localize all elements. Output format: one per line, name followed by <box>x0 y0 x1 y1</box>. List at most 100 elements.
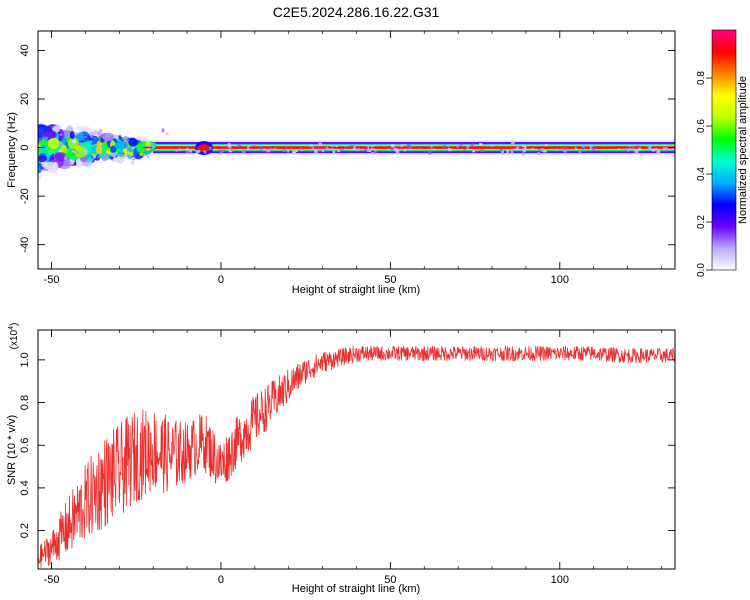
heat-speckle <box>418 148 421 151</box>
heat-speckle <box>219 149 223 154</box>
ridge-peak <box>569 146 573 149</box>
heat-speckle <box>407 144 411 148</box>
figure-title: C2E5.2024.286.16.22.G31 <box>273 4 440 20</box>
snr-y-tick-label: 0.8 <box>19 395 31 410</box>
heat-cell <box>38 140 46 146</box>
ridge-peak <box>337 146 343 149</box>
heat-speckle <box>637 147 641 151</box>
snr-multiplier: (x104) <box>8 323 20 350</box>
spectrogram-y-tick-label: 40 <box>19 44 31 56</box>
ridge-peak <box>415 146 421 149</box>
heat-speckle <box>390 146 394 151</box>
ridge-peak <box>658 146 664 149</box>
heat-speckle <box>185 150 190 153</box>
heat-cell <box>74 146 88 158</box>
heat-speckle <box>161 128 165 133</box>
snr-panel: -50 0 50 100 0.2 0.4 0.6 0.8 1.0 Height of stra… <box>6 323 676 595</box>
heat-speckle <box>324 147 329 150</box>
ridge-peak <box>248 146 254 149</box>
heat-speckle <box>472 148 476 153</box>
heat-speckle <box>241 150 246 154</box>
ridge-peak <box>420 146 425 149</box>
heat-speckle <box>537 152 541 156</box>
heat-speckle <box>544 144 548 147</box>
heat-speckle <box>321 148 325 153</box>
ridge-peak <box>591 146 598 149</box>
ridge-peak <box>554 146 561 149</box>
spectrogram-x-tick-label: 50 <box>384 274 396 286</box>
heat-speckle <box>203 150 206 153</box>
heat-speckle <box>666 147 670 150</box>
heat-speckle <box>328 147 332 151</box>
heat-speckle <box>522 148 527 152</box>
ridge-peak <box>381 146 387 149</box>
heat-cell <box>110 145 117 153</box>
heat-speckle <box>146 154 150 159</box>
heat-speckle <box>309 144 313 149</box>
heat-speckle <box>92 155 97 159</box>
ridge-peak <box>437 146 442 149</box>
ridge-peak <box>495 146 500 149</box>
ridge-peak <box>606 146 611 149</box>
heat-speckle <box>228 146 232 149</box>
heat-cell <box>47 138 60 149</box>
snr-y-tick-label: 0.6 <box>19 438 31 453</box>
ridge-peak <box>431 146 438 149</box>
heat-speckle <box>428 150 432 155</box>
heat-speckle <box>178 148 182 151</box>
snr-y-ticks: 0.2 0.4 0.6 0.8 1.0 <box>19 352 675 538</box>
heat-speckle <box>208 146 213 151</box>
heat-speckle <box>479 143 483 146</box>
ridge-peak <box>210 146 215 149</box>
snr-x-ticks: -50 0 50 100 <box>44 330 662 586</box>
heat-speckle <box>672 147 675 151</box>
ridge-peak <box>621 146 627 149</box>
colorbar-tick-label: 0.4 <box>696 167 707 181</box>
ridge-peak <box>252 146 258 149</box>
heat-speckle <box>656 150 661 154</box>
snr-y-tick-label: 1.0 <box>19 352 31 367</box>
ridge-peak <box>355 146 359 149</box>
heat-speckle <box>432 146 436 151</box>
heat-speckle <box>148 144 153 149</box>
heat-speckle <box>578 150 582 154</box>
ridge-peak <box>641 146 646 149</box>
heat-speckle <box>195 149 200 153</box>
snr-y-label: SNR (10 * v/v) <box>6 415 18 485</box>
heat-speckle <box>430 146 434 149</box>
ridge-peak <box>195 146 201 149</box>
colorbar-tick-label: 0.8 <box>696 71 707 85</box>
heat-speckle <box>318 147 322 152</box>
heat-speckle <box>542 150 547 153</box>
heat-cell <box>70 130 75 140</box>
ridge-peak <box>199 146 207 149</box>
ridge-peak <box>327 146 333 149</box>
heat-speckle <box>227 143 231 147</box>
ridge-peak <box>163 146 168 149</box>
snr-x-label: Height of straight line (km) <box>292 583 420 595</box>
snr-x-tick-label: 50 <box>384 574 396 586</box>
heat-speckle <box>591 146 595 151</box>
ridge-peak <box>512 146 517 149</box>
heat-speckle <box>230 147 233 152</box>
ridge-peak <box>262 146 266 149</box>
heat-speckle <box>555 147 559 151</box>
spectrogram-y-tick-label: -40 <box>19 237 31 253</box>
colorbar-ticks: 0.0 0.2 0.4 0.6 0.8 <box>696 71 712 277</box>
spectrogram-x-label: Height of straight line (km) <box>292 284 420 296</box>
heat-cell <box>87 147 92 154</box>
heat-speckle <box>367 148 371 153</box>
heat-speckle <box>59 142 63 145</box>
colorbar-tick-label: 0.6 <box>696 119 707 133</box>
heat-speckle <box>456 144 460 149</box>
ridge-peak <box>463 146 467 149</box>
heat-speckle <box>253 144 256 147</box>
heat-speckle <box>662 146 666 150</box>
heat-cell <box>64 150 78 159</box>
heat-speckle <box>71 150 75 153</box>
ridge-peak <box>308 146 313 149</box>
ridge-peak <box>615 146 620 149</box>
heat-speckle <box>78 142 83 146</box>
spectrogram-y-label: Frequency (Hz) <box>6 112 18 188</box>
heat-speckle <box>522 152 525 156</box>
